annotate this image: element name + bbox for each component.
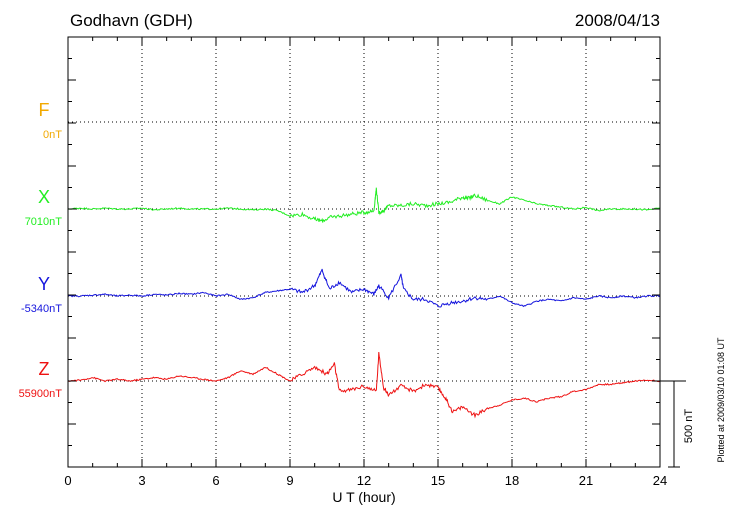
series-traces <box>67 187 661 419</box>
series-line-z <box>67 351 661 419</box>
series-name-y: Y <box>38 274 50 294</box>
series-baseline-y: -5340nT <box>21 303 62 315</box>
x-tick-label: 12 <box>357 473 371 488</box>
x-tick-label: 24 <box>653 473 667 488</box>
series-name-f: F <box>39 100 50 120</box>
x-axis-label: U T (hour) <box>332 489 395 505</box>
scale-bar-label: 500 nT <box>683 409 695 444</box>
station-title: Godhavn (GDH) <box>70 11 193 30</box>
series-name-z: Z <box>39 359 50 379</box>
scale-bar: 500 nT <box>660 380 695 468</box>
series-line-y <box>67 268 661 308</box>
x-tick-label: 3 <box>138 473 145 488</box>
series-line-x <box>67 187 660 223</box>
plotted-timestamp: Plotted at 2009/03/10 01:08 UT <box>716 337 726 463</box>
x-tick-labels: 0 3 6 9 12 15 18 21 24 <box>64 473 667 488</box>
date-label: 2008/04/13 <box>575 11 660 30</box>
series-labels: F 0nT X 7010nT Y -5340nT Z 55900nT <box>19 100 63 400</box>
grid-lines <box>68 37 660 467</box>
x-tick-label: 0 <box>64 473 71 488</box>
series-name-x: X <box>38 187 50 207</box>
x-tick-label: 6 <box>212 473 219 488</box>
x-tick-label: 9 <box>286 473 293 488</box>
axis-ticks <box>67 36 661 468</box>
x-tick-label: 21 <box>579 473 593 488</box>
series-baseline-x: 7010nT <box>25 216 63 228</box>
x-tick-label: 18 <box>505 473 519 488</box>
series-baseline-z: 55900nT <box>19 388 63 400</box>
x-tick-label: 15 <box>431 473 445 488</box>
series-baseline-f: 0nT <box>43 129 62 141</box>
